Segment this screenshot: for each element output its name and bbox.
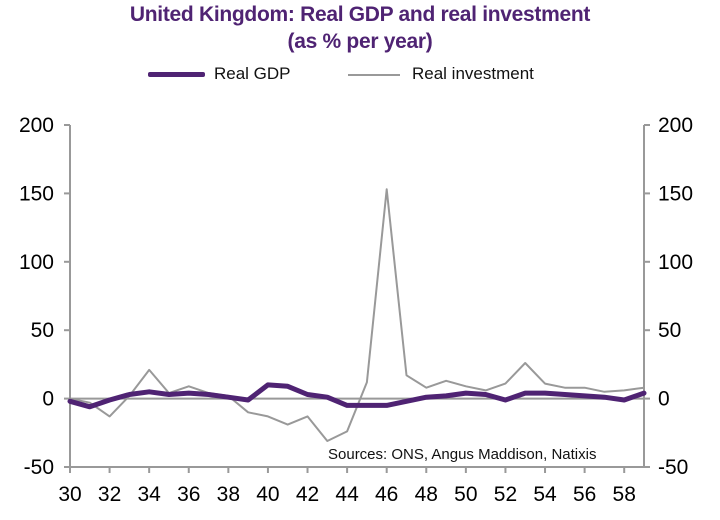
legend-swatch-real-investment (348, 74, 400, 76)
chart-subtitle: (as % per year) (287, 30, 433, 53)
x-tick-label: 46 (375, 483, 398, 506)
chart-title: United Kingdom: Real GDP and real invest… (129, 3, 591, 26)
x-tick-label: 44 (335, 483, 359, 506)
x-tick-label: 36 (177, 483, 200, 506)
y-tick-label-right: 150 (658, 182, 693, 205)
y-tick-label-left: -50 (24, 456, 54, 479)
y-tick-label-left: 0 (42, 388, 54, 411)
legend-label-real-gdp: Real GDP (214, 64, 291, 83)
y-tick-label-right: 200 (658, 114, 693, 137)
x-tick-label: 48 (415, 483, 438, 506)
x-tick-label: 54 (533, 483, 557, 506)
x-tick-label: 52 (494, 483, 517, 506)
x-tick-label: 50 (454, 483, 477, 506)
x-tick-label: 38 (217, 483, 240, 506)
y-tick-label-left: 150 (19, 182, 54, 205)
legend-label-real-investment: Real investment (412, 64, 534, 83)
x-tick-label: 40 (256, 483, 279, 506)
y-tick-label-left: 50 (31, 319, 54, 342)
x-tick-label: 32 (98, 483, 121, 506)
x-tick-label: 56 (573, 483, 596, 506)
sources-annotation: Sources: ONS, Angus Maddison, Natixis (328, 446, 596, 463)
y-tick-label-right: 0 (658, 388, 670, 411)
x-tick-label: 42 (296, 483, 319, 506)
series-line-real-gdp (67, 382, 647, 410)
y-tick-label-right: -50 (658, 456, 688, 479)
y-tick-label-left: 100 (19, 251, 54, 274)
y-tick-label-right: 100 (658, 251, 693, 274)
x-tick-label: 58 (613, 483, 636, 506)
x-tick-label: 34 (137, 483, 161, 506)
legend-swatch-real-gdp (148, 72, 205, 77)
x-tick-label: 30 (58, 483, 81, 506)
y-tick-label-left: 200 (19, 114, 54, 137)
y-tick-label-right: 50 (658, 319, 681, 342)
